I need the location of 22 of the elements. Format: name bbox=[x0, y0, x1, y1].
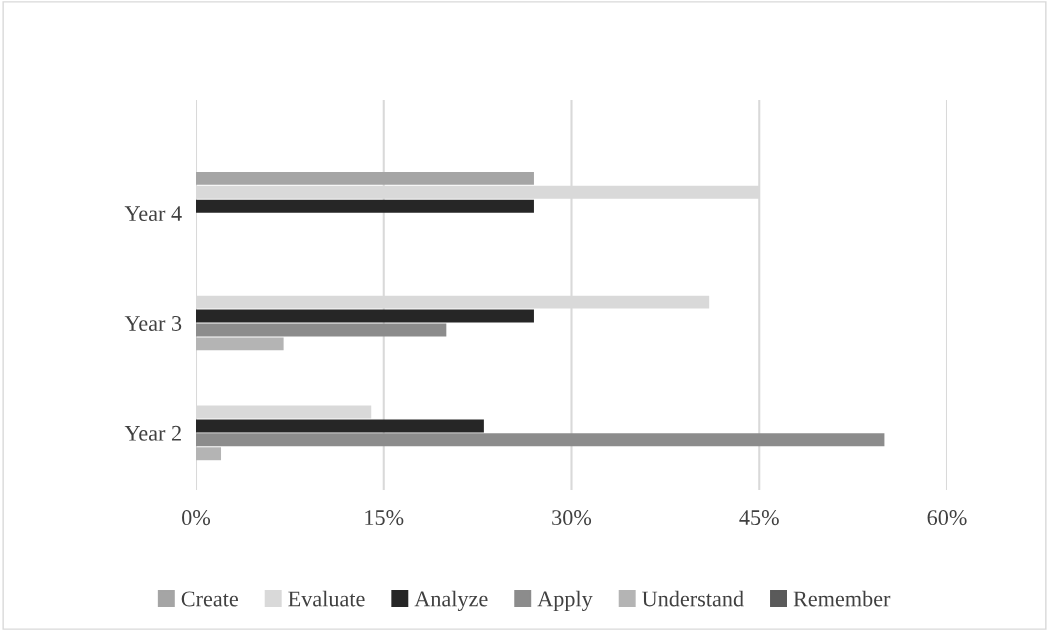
bar bbox=[196, 447, 222, 461]
legend-label: Analyze bbox=[414, 590, 488, 611]
bar bbox=[196, 323, 447, 337]
legend-label: Create bbox=[181, 591, 238, 607]
y-tick-label: Year 4 bbox=[124, 206, 182, 222]
x-tick-label: 60% bbox=[927, 510, 967, 526]
bar bbox=[196, 309, 534, 323]
legend-label: Apply bbox=[537, 590, 593, 611]
x-tick-label: 30% bbox=[552, 510, 592, 526]
legend-label: Understand bbox=[642, 590, 744, 607]
x-tick-label: 15% bbox=[365, 510, 404, 526]
bar bbox=[196, 337, 284, 351]
bar bbox=[196, 199, 534, 213]
legend-label: Remember bbox=[793, 590, 891, 607]
y-tick-label: Year 2 bbox=[124, 425, 181, 441]
x-tick-label: 0% bbox=[182, 510, 211, 526]
x-tick-label: 45% bbox=[739, 510, 779, 526]
legend-label: Evaluate bbox=[288, 590, 365, 607]
bar bbox=[196, 419, 484, 433]
bar bbox=[196, 433, 885, 447]
bar bbox=[196, 171, 534, 185]
y-tick-label: Year 3 bbox=[124, 316, 182, 331]
